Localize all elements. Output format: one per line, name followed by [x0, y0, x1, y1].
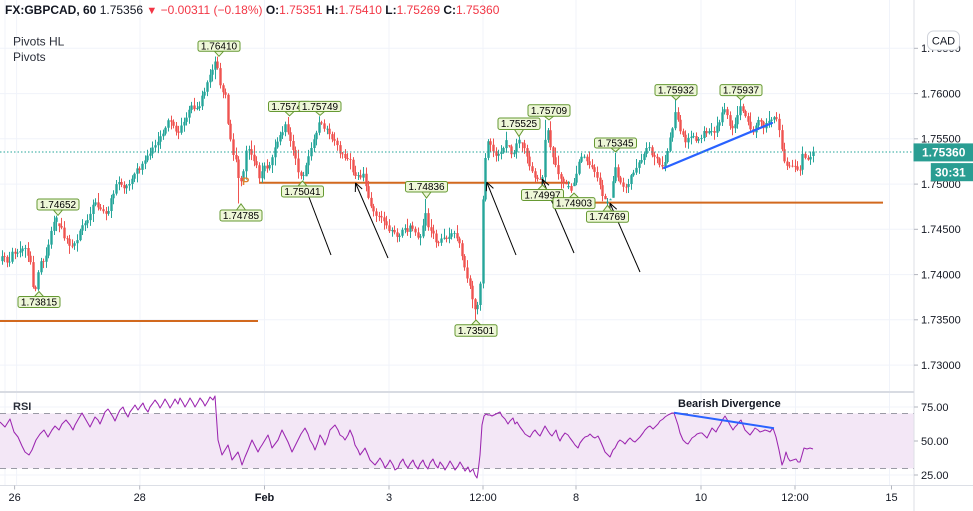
svg-text:1.75000: 1.75000	[921, 179, 961, 191]
svg-text:26: 26	[8, 492, 20, 504]
svg-text:10: 10	[695, 492, 707, 504]
svg-text:1.75345: 1.75345	[597, 138, 634, 149]
svg-text:1.75937: 1.75937	[723, 86, 760, 97]
svg-text:1.74903: 1.74903	[556, 199, 593, 210]
svg-text:Feb: Feb	[255, 492, 275, 504]
svg-text:1.74836: 1.74836	[408, 182, 445, 193]
svg-text:1.75360: 1.75360	[922, 146, 966, 160]
svg-text:1.74500: 1.74500	[921, 224, 961, 236]
svg-text:Pivots: Pivots	[13, 50, 46, 64]
svg-text:15: 15	[885, 492, 897, 504]
svg-text:8: 8	[573, 492, 579, 504]
svg-text:1.75525: 1.75525	[501, 119, 538, 130]
svg-text:P: P	[242, 176, 249, 188]
svg-text:1.74997: 1.74997	[524, 190, 561, 201]
svg-text:1.74769: 1.74769	[589, 212, 626, 223]
svg-text:75.00: 75.00	[921, 402, 949, 414]
svg-text:30:31: 30:31	[935, 166, 966, 180]
svg-text:1.75741: 1.75741	[271, 102, 308, 113]
svg-text:CAD: CAD	[932, 36, 955, 48]
svg-text:1.73500: 1.73500	[921, 315, 961, 327]
svg-text:50.00: 50.00	[921, 436, 949, 448]
svg-text:Pivots HL: Pivots HL	[13, 35, 65, 49]
svg-text:3: 3	[386, 492, 392, 504]
svg-text:1.75041: 1.75041	[284, 187, 321, 198]
svg-text:25.00: 25.00	[921, 470, 949, 482]
svg-text:1.73000: 1.73000	[921, 360, 961, 372]
svg-text:1.75932: 1.75932	[658, 86, 695, 97]
svg-text:1.74785: 1.74785	[223, 211, 260, 222]
svg-text:1.76000: 1.76000	[921, 88, 961, 100]
svg-text:1.73815: 1.73815	[21, 297, 58, 308]
svg-text:1.76410: 1.76410	[201, 42, 238, 53]
svg-text:12:00: 12:00	[781, 492, 809, 504]
svg-text:12:00: 12:00	[469, 492, 497, 504]
svg-text:1.75709: 1.75709	[531, 106, 568, 117]
svg-text:RSI: RSI	[13, 401, 31, 413]
svg-text:1.74652: 1.74652	[40, 200, 77, 211]
svg-text:1.74000: 1.74000	[921, 269, 961, 281]
svg-text:28: 28	[134, 492, 146, 504]
svg-text:Bearish Divergence: Bearish Divergence	[678, 398, 781, 410]
svg-text:1.75500: 1.75500	[921, 134, 961, 146]
svg-text:1.75749: 1.75749	[302, 102, 339, 113]
svg-text:1.73501: 1.73501	[458, 326, 495, 337]
